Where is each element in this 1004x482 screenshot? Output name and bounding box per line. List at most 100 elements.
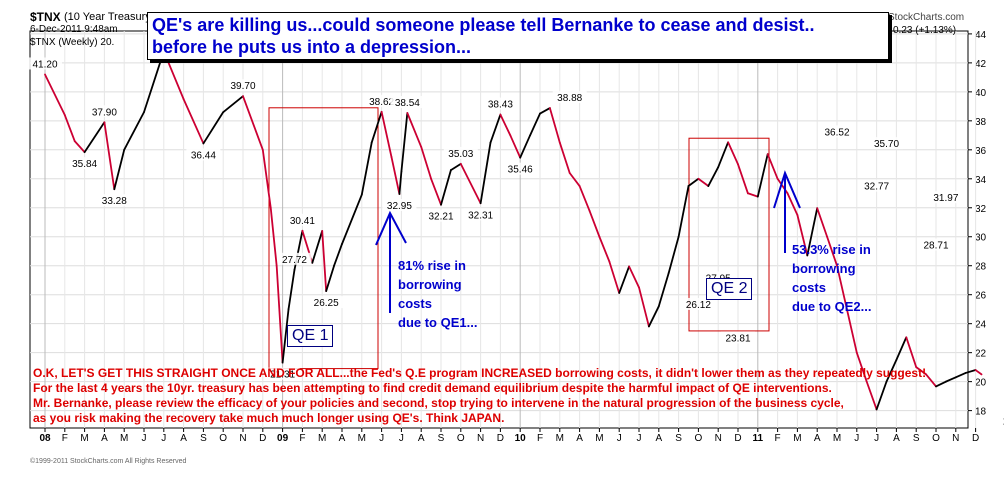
data-label: 33.28 [102,196,127,207]
data-label: 32.21 [428,212,453,223]
qe2-arrow-head [773,170,801,209]
qe1-note: 81% rise in borrowing costs due to QE1..… [398,256,477,332]
yield-line-segment [697,177,710,187]
x-tick-label: S [913,433,920,444]
x-tick-label: D [972,433,979,444]
y-tick-label: 42 [975,59,987,70]
x-tick-label: A [180,433,187,444]
yield-line-segment [846,308,858,354]
yield-line-segment [489,113,502,144]
data-label-bg [285,213,320,226]
yield-line-segment [836,264,848,311]
yield-line-segment [855,351,868,383]
y-tick-label: 30 [975,233,987,244]
data-label-bg [928,191,963,204]
data-label: 30.41 [290,216,315,227]
x-tick-label: J [874,433,879,444]
data-label-bg [681,297,716,310]
commentary-line-3: Mr. Bernanke, please review the efficacy… [33,396,844,410]
yield-line-segment [390,156,401,195]
yield-line-segment [499,113,512,137]
x-tick-label: A [814,433,821,444]
data-label-bg [869,137,904,150]
yield-line-segment [325,264,335,292]
yield-line-segment [558,141,571,174]
data-label: 18.08 [1003,416,1004,427]
yield-line-segment [430,177,442,206]
source-label: StockCharts.com [888,12,965,23]
y-tick-label: 18 [975,407,987,418]
yield-line-segment [311,230,324,264]
yield-line-segment [954,372,967,379]
data-label-bg [28,57,62,70]
data-label: 38.43 [488,100,513,111]
data-label: 35.70 [874,139,899,150]
yield-line-segment [766,153,779,180]
headline-line-2: before he puts us into a depression... [152,37,472,57]
x-tick-label: M [80,433,88,444]
commentary-line-1: O.K, LET'S GET THIS STRAIGHT ONCE AND FO… [33,366,927,380]
yield-line-segment [509,134,522,159]
commentary-line-4: as you risk making the recovery take muc… [33,411,505,425]
chart-date: 6-Dec-2011 9:48am [30,24,118,35]
x-tick-label: J [637,433,642,444]
yield-line-segment [638,286,650,328]
yield-line-segment [222,95,244,114]
qe2-note-line: due to QE2... [792,299,872,314]
x-tick-label: M [318,433,326,444]
qe2-note-line: costs [792,280,826,295]
x-tick-label: A [576,433,583,444]
yield-line-segment [123,111,145,151]
data-label: 37.90 [92,107,117,118]
x-tick-label: S [200,433,207,444]
data-label-bg [721,331,755,344]
yield-line-segment [420,146,433,180]
x-tick-label: J [379,433,384,444]
yield-line-segment [945,376,957,383]
yield-line-segment [242,95,264,151]
copyright-notice: ©1999-2011 StockCharts.com All Rights Re… [30,458,187,465]
data-label-bg [67,157,102,170]
yield-line-segment [459,162,482,205]
x-tick-label: M [120,433,128,444]
x-tick-label: A [101,433,108,444]
yield-line-segment [935,380,947,388]
data-label: 36.44 [191,150,216,161]
yield-line-segment [895,336,908,361]
data-label: 32.95 [387,201,412,212]
yield-line-segment [360,141,373,196]
x-tick-label: M [833,433,841,444]
y-tick-label: 20 [975,378,987,389]
data-label: 32.31 [468,210,493,221]
qe2-note: 53.3% rise in borrowing costs due to QE2… [792,240,871,316]
yield-line-segment [865,380,878,411]
data-label: 31.97 [933,193,958,204]
yield-line-segment [406,112,423,148]
yield-line-segment [539,107,551,115]
yield-line-segment [261,148,272,209]
y-tick-label: 40 [975,88,987,99]
yield-line-segment [398,170,403,195]
x-tick-label: O [695,433,703,444]
x-tick-label: D [497,433,504,444]
x-tick-label: N [477,433,484,444]
yield-line-segment [113,148,126,191]
x-tick-label: 08 [39,433,51,444]
y-tick-label: 34 [975,175,987,186]
yield-line-segment [905,336,918,369]
data-label-bg [382,199,417,212]
x-tick-label: S [675,433,682,444]
yield-line-segment [449,162,462,171]
yield-line-segment [549,107,561,144]
qe1-note-line: costs [398,296,432,311]
x-tick-label: O [932,433,940,444]
qe2-label: QE 2 [706,278,753,300]
yield-line-segment [786,192,799,216]
y-tick-label: 22 [975,349,987,360]
yield-line-segment [747,192,759,198]
yield-line-segment [618,265,630,294]
yield-line-segment [598,235,611,263]
yield-line-segment [925,373,937,388]
yield-line-segment [964,369,977,374]
data-label: 35.03 [448,149,473,160]
